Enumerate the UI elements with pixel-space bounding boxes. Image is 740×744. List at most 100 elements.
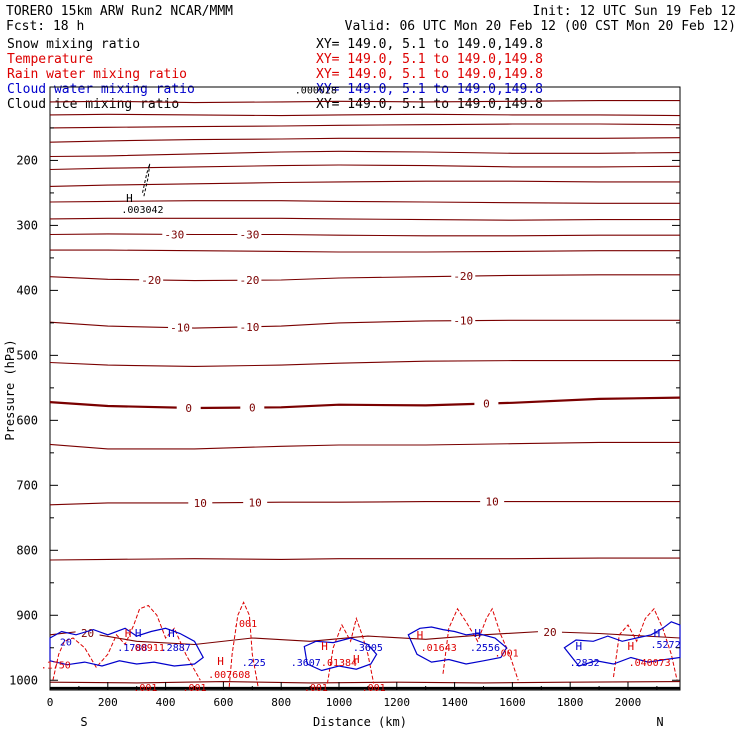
isotherm-label: 0: [483, 398, 490, 411]
isotherm-label-bg: [451, 314, 476, 327]
legend-name: Cloud ice mixing ratio: [7, 97, 179, 112]
legend-xy: XY= 149.0, 5.1 to 149.0,149.8: [316, 67, 543, 82]
isotherm-label: -20: [239, 274, 259, 287]
model-title: TORERO 15km ARW Run2 NCAR/MMM: [6, 4, 233, 19]
value-label: 20: [60, 637, 72, 648]
high-marker: H: [353, 653, 360, 666]
x-tick-label: 1400: [441, 696, 468, 709]
isotherm-label: -30: [239, 229, 259, 242]
y-axis-label: Pressure (hPa): [3, 339, 17, 440]
isotherm-line: [49, 123, 681, 129]
legend-xy: XY= 149.0, 5.1 to 149.0,149.8: [316, 82, 543, 97]
isotherm-line: [49, 441, 680, 450]
cloud-water-contour: [563, 621, 681, 667]
isotherm-label-bg: [139, 273, 164, 286]
high-marker: H: [321, 640, 328, 653]
value-label: .3607: [291, 658, 321, 669]
forecast-hour: Fcst: 18 h: [6, 19, 84, 34]
isotherm-label-bg: [480, 495, 505, 508]
isotherm-label: -10: [239, 321, 259, 334]
isotherm-line: [49, 180, 680, 187]
isotherm-label: 0: [249, 402, 256, 415]
isotherm-label: 10: [249, 496, 262, 509]
y-tick-label: 600: [16, 413, 38, 427]
high-marker: H: [654, 627, 661, 640]
high-marker: H: [126, 192, 133, 205]
isotherm-label-bg: [537, 625, 562, 638]
value-label: .001: [233, 619, 257, 630]
isotherm-line: [49, 217, 680, 221]
legend-name: Cloud water mixing ratio: [7, 82, 195, 97]
isotherm-label: 0: [185, 402, 192, 415]
isotherm-label-bg: [243, 496, 268, 509]
y-tick-label: 500: [16, 348, 38, 362]
isotherm-label-bg: [176, 401, 201, 414]
isotherm-line: [49, 360, 680, 367]
isotherm-label-bg: [237, 228, 262, 241]
x-tick-label: 1800: [557, 696, 584, 709]
isotherm-line: [49, 274, 680, 282]
value-label: .2887: [161, 643, 191, 654]
value-label: .040073: [629, 658, 671, 669]
isotherm-label-bg: [474, 397, 499, 410]
value-label: .003042: [121, 205, 163, 216]
cloud-water-contour: [407, 626, 508, 665]
value-label: .5272: [650, 640, 680, 651]
north-label: N: [656, 715, 663, 729]
init-time: Init: 12 UTC Sun 19 Feb 12: [533, 4, 737, 19]
isotherm-line: [49, 681, 681, 684]
x-tick-label: 0: [47, 696, 54, 709]
snow-contours: [142, 163, 151, 197]
rain-water-contour: [52, 604, 201, 681]
x-tick-label: 1000: [326, 696, 353, 709]
temperature-isotherms: -30 -30 -20 -20 -20 -10 -10 -10 0 0 0 10 10 10 20 20: [49, 100, 681, 684]
value-label: .001: [133, 683, 157, 694]
isotherm-line: [49, 396, 681, 410]
isotherm-line: [49, 557, 680, 561]
isotherm-label: -10: [170, 322, 190, 335]
value-label: .001: [304, 683, 328, 694]
legend-name: Temperature: [7, 52, 93, 67]
isotherm-label: -20: [453, 270, 473, 283]
y-tick-label: 700: [16, 478, 38, 492]
cloud-water-contour: [303, 637, 378, 672]
x-tick-label: 400: [156, 696, 176, 709]
value-label: .01643: [421, 643, 457, 654]
figure-header: TORERO 15km ARW Run2 NCAR/MMM Init: 12 U…: [6, 4, 736, 34]
isotherm-line: [49, 233, 680, 237]
high-marker: H: [135, 627, 142, 640]
isotherm-label: -10: [453, 315, 473, 328]
value-label: .1788: [117, 643, 147, 654]
isotherm-label-bg: [168, 321, 193, 334]
isotherm-label: 20: [543, 626, 556, 639]
x-tick-label: 200: [98, 696, 118, 709]
legend-name: Snow mixing ratio: [7, 37, 140, 52]
x-axis-label: Distance (km): [313, 715, 407, 729]
rain-water-contour: [442, 607, 519, 681]
value-label: .2832: [570, 658, 600, 669]
x-tick-label: 2000: [615, 696, 642, 709]
y-tick-label: 800: [16, 543, 38, 557]
legend-xy: XY= 149.0, 5.1 to 149.0,149.8: [316, 97, 543, 112]
x-tick-label: 1200: [384, 696, 411, 709]
y-tick-label: 1000: [9, 673, 38, 687]
x-tick-label: 800: [271, 696, 291, 709]
value-label: .225: [242, 658, 266, 669]
high-marker: H: [576, 640, 583, 653]
cloud-water-contour: [49, 627, 204, 667]
isotherm-line: [49, 137, 681, 143]
isotherm-line: [49, 100, 680, 104]
x-axis: 0 200 400 600 800 1000 1200 1400 1600 1800 2000: [47, 682, 658, 709]
isotherm-label-bg: [237, 274, 262, 287]
plot-frame: [49, 86, 681, 691]
high-marker: H: [474, 627, 481, 640]
isotherm-label-bg: [237, 320, 262, 333]
isotherm-label: 10: [194, 497, 207, 510]
rain-water-contour: [613, 607, 678, 681]
isotherm-label-bg: [240, 401, 265, 414]
legend-name: Rain water mixing ratio: [7, 67, 187, 82]
snow-contour: [142, 163, 151, 197]
legend-xy: XY= 149.0, 5.1 to 149.0,149.8: [316, 52, 543, 67]
